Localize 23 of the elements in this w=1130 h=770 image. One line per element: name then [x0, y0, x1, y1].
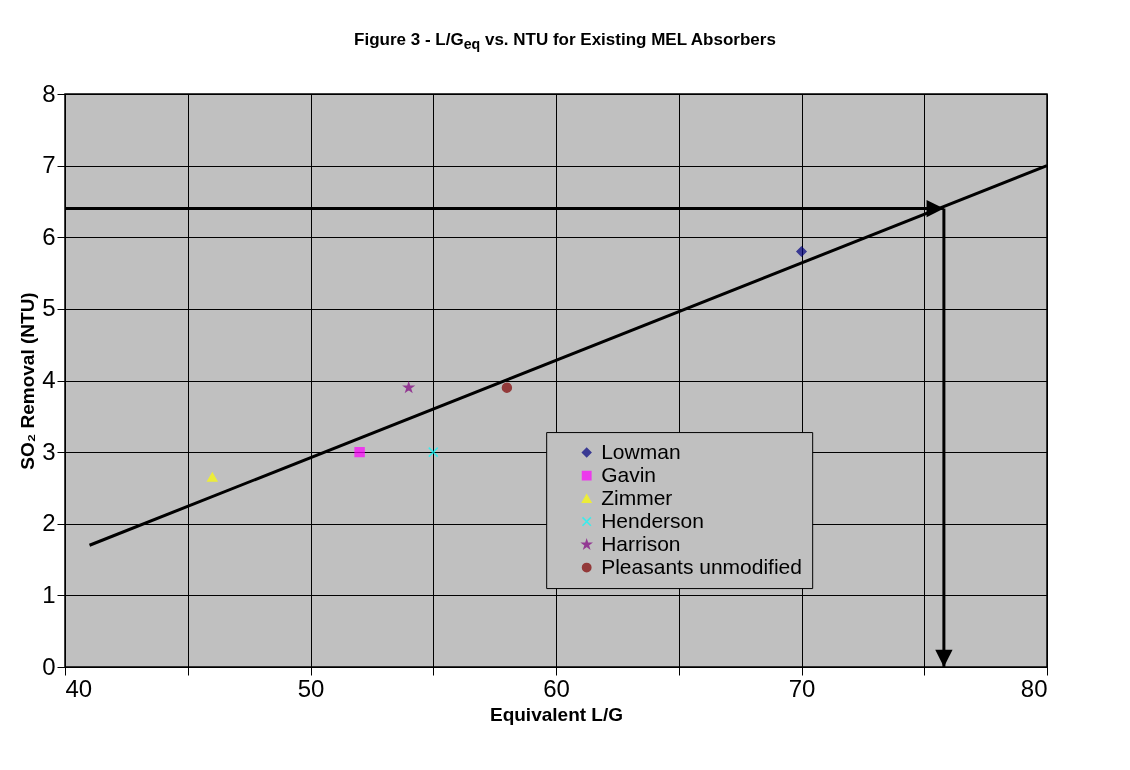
legend-label: Gavin — [601, 462, 657, 486]
y-tick-label: 5 — [42, 294, 56, 322]
x-tick-label: 70 — [788, 674, 816, 702]
x-tick-label: 80 — [1020, 674, 1048, 702]
legend-label: Henderson — [601, 508, 704, 532]
y-tick-label: 3 — [42, 437, 56, 465]
x-tick-label: 40 — [65, 674, 93, 702]
y-tick-label: 6 — [42, 222, 56, 250]
legend-label: Harrison — [601, 531, 681, 555]
y-tick-label: 2 — [42, 509, 56, 537]
chart-title: Figure 3 - L/G$_{eq}$ vs. NTU for Existing MEL Absorbers — [353, 30, 777, 53]
y-tick-label: 4 — [42, 366, 56, 393]
y-tick-label: 7 — [42, 151, 56, 179]
y-tick-label: 8 — [42, 79, 56, 107]
y-tick-label: 0 — [42, 652, 56, 680]
x-tick-label: 50 — [297, 674, 325, 702]
y-tick-label: 1 — [42, 580, 56, 608]
legend-label: Lowman — [601, 439, 681, 463]
x-axis-title: Equivalent L/G — [489, 703, 624, 725]
y-axis-title: SO₂ Removal (NTU) — [17, 292, 39, 470]
legend-label: Zimmer — [601, 485, 673, 509]
legend-label: Pleasants unmodified — [601, 554, 802, 578]
x-tick-label: 60 — [543, 674, 570, 702]
